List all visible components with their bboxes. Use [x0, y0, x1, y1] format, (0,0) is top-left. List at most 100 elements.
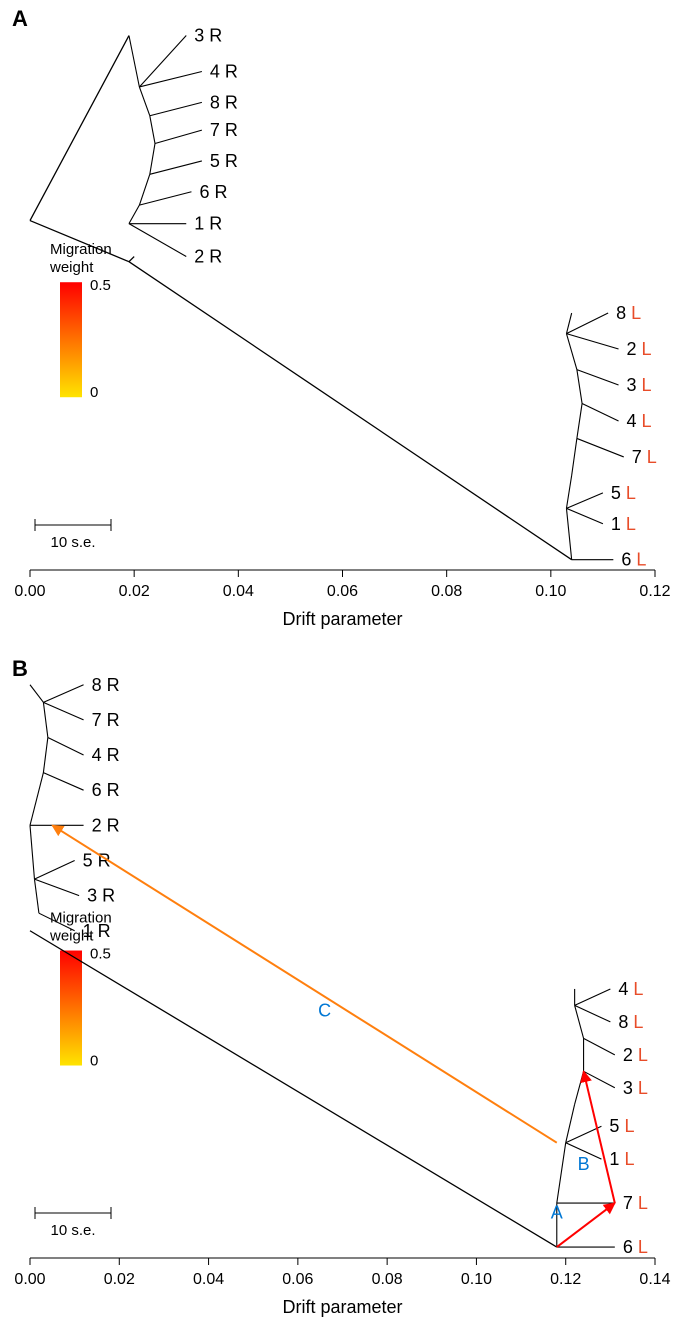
- tree-tip-branch: [566, 334, 618, 349]
- migration-legend-max: 0.5: [90, 277, 111, 294]
- axis-tick-label: 0.00: [14, 583, 45, 600]
- tree-tip-branch: [566, 313, 608, 334]
- tree-inner: [139, 174, 149, 205]
- migration-legend-title: Migration: [50, 241, 112, 258]
- tree-inner: [129, 205, 139, 224]
- tree-tip-branch: [155, 130, 202, 143]
- se-scale-label: 10 s.e.: [50, 534, 95, 551]
- tree-tip-branch: [139, 192, 191, 205]
- tree-inner: [129, 36, 139, 87]
- migration-arrow-label: C: [318, 1000, 331, 1020]
- panel-b-svg: 0.000.020.040.060.080.100.120.14Drift pa…: [0, 650, 685, 1328]
- axis-tick-label: 0.04: [193, 1271, 224, 1288]
- tip-label: 6 L: [623, 1237, 648, 1257]
- tip-label: 3 R: [194, 26, 222, 46]
- axis-tick-label: 0.02: [119, 583, 150, 600]
- axis-tick-label: 0.12: [550, 1271, 581, 1288]
- tip-label: 8 R: [92, 675, 120, 695]
- tip-label: 4 R: [210, 62, 238, 82]
- tree-inner: [30, 685, 43, 703]
- tree-tip-branch: [575, 1005, 611, 1021]
- tree-tip-branch: [566, 493, 602, 508]
- tree-tip-branch: [577, 370, 619, 385]
- tree-inner: [577, 404, 582, 439]
- figure-page: A 0.00 0.02 0.04 0.06 0.08 0.10 0.12 Drift para…: [0, 0, 685, 1328]
- tree-tip-branch: [584, 1071, 615, 1087]
- se-scale-label: 10 s.e.: [50, 1222, 95, 1239]
- tip-label: 6 R: [199, 182, 227, 202]
- axis-tick-label: 0.08: [372, 1271, 403, 1288]
- migration-legend-min: 0: [90, 1053, 98, 1070]
- tree-inner: [575, 1005, 584, 1038]
- tree-branch: [129, 262, 572, 560]
- axis-tick-label: 0.12: [639, 583, 670, 600]
- axis-tick-label: 0.02: [104, 1271, 135, 1288]
- axis-tick-label: 0.06: [282, 1271, 313, 1288]
- migration-arrow: [557, 1203, 615, 1247]
- panel-a-svg: 0.000.020.040.060.080.100.12Drift parame…: [0, 0, 685, 640]
- tip-label: 5 R: [210, 151, 238, 171]
- tree-inner: [575, 1071, 584, 1104]
- migration-gradient: [60, 282, 82, 397]
- x-axis-label: Drift parameter: [282, 609, 402, 629]
- tip-label: 3 R: [87, 886, 115, 906]
- tree-tip-branch: [43, 773, 83, 791]
- tip-label: 1 L: [611, 514, 636, 534]
- tip-label: 1 R: [194, 214, 222, 234]
- tree-tip-branch: [577, 438, 624, 457]
- tree-inner: [30, 773, 43, 826]
- tip-label: 1 L: [609, 1149, 634, 1169]
- tree-tip-branch: [139, 36, 186, 87]
- tip-label: 2 L: [623, 1045, 648, 1065]
- tree-branch: [129, 257, 134, 262]
- migration-gradient: [60, 951, 82, 1066]
- tree-inner: [139, 87, 149, 116]
- tip-label: 6 R: [92, 780, 120, 800]
- tip-label: 8 L: [616, 303, 641, 323]
- tree-tip-branch: [34, 879, 79, 895]
- axis-tick-label: 0.00: [14, 1271, 45, 1288]
- tree-branch: [30, 931, 557, 1247]
- tree-inner: [577, 370, 582, 404]
- tree-inner: [150, 143, 155, 174]
- tree-tip-branch: [43, 685, 83, 703]
- migration-arrow-label: A: [551, 1202, 563, 1222]
- tip-label: 2 L: [627, 339, 652, 359]
- tree-tip-branch: [566, 1126, 602, 1142]
- tip-label: 8 R: [210, 92, 238, 112]
- migration-legend-title: weight: [49, 259, 94, 276]
- axis-tick-label: 0.10: [535, 583, 566, 600]
- tree-tip-branch: [566, 508, 602, 523]
- tip-label: 3 L: [623, 1078, 648, 1098]
- tree-inner: [566, 475, 571, 508]
- tip-label: 4 L: [618, 979, 643, 999]
- tree-tip-branch: [575, 989, 611, 1005]
- tip-label: 4 L: [627, 411, 652, 431]
- tree-inner: [30, 825, 34, 879]
- migration-legend-max: 0.5: [90, 946, 111, 963]
- tip-label: 5 L: [611, 483, 636, 503]
- tip-label: 7 L: [632, 447, 657, 467]
- tip-label: 8 L: [618, 1012, 643, 1032]
- tip-label: 2 R: [194, 247, 222, 267]
- axis-tick-label: 0.04: [223, 583, 254, 600]
- tip-label: 2 R: [92, 815, 120, 835]
- tree-inner: [566, 508, 571, 559]
- tree-tip-branch: [150, 102, 202, 115]
- tip-label: 6 L: [621, 550, 646, 570]
- tip-label: 7 L: [623, 1193, 648, 1213]
- tree-tip-branch: [582, 404, 618, 421]
- tree-inner: [43, 702, 47, 737]
- tip-label: 7 R: [92, 710, 120, 730]
- tree-tip-branch: [34, 860, 74, 879]
- migration-arrow-label: B: [578, 1154, 590, 1174]
- tree-tip-branch: [48, 737, 84, 755]
- tree-inner: [566, 313, 571, 334]
- tree-inner: [557, 1143, 566, 1203]
- x-axis-label: Drift parameter: [282, 1297, 402, 1317]
- axis-tick-label: 0.10: [461, 1271, 492, 1288]
- tree-inner: [572, 438, 577, 475]
- tree-branch: [30, 36, 129, 221]
- tip-label: 7 R: [210, 120, 238, 140]
- tree-tip-branch: [584, 1038, 615, 1054]
